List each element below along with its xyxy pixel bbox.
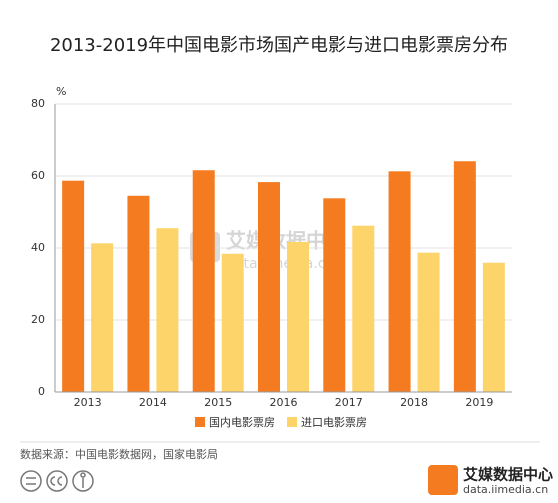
legend-label: 进口电影票房	[301, 416, 367, 429]
legend-label: 国内电影票房	[209, 415, 275, 429]
bar	[221, 253, 244, 392]
legend-swatch	[195, 417, 205, 427]
y-tick-label: 80	[31, 97, 45, 110]
logo-url: data.iimedia.cn	[463, 483, 548, 496]
x-tick-label: 2017	[335, 396, 363, 409]
logo-name: 艾媒数据中心	[463, 466, 553, 484]
legend-swatch	[287, 417, 297, 427]
bar	[388, 171, 411, 392]
x-tick-label: 2013	[74, 396, 102, 409]
bar	[127, 195, 150, 392]
bar	[417, 252, 440, 392]
bar	[91, 243, 114, 392]
bar	[323, 198, 346, 392]
y-tick-label: 40	[31, 241, 45, 254]
bar	[453, 161, 476, 392]
bar	[482, 262, 505, 392]
chart-title: 2013-2019年中国电影市场国产电影与进口电影票房分布	[50, 35, 508, 56]
bar	[192, 170, 215, 392]
x-tick-label: 2019	[465, 396, 493, 409]
y-tick-label: 0	[38, 385, 45, 398]
x-tick-label: 2018	[400, 396, 428, 409]
source-note: 数据来源：中国电影数据网，国家电影局	[20, 447, 218, 461]
y-tick-label: 20	[31, 313, 45, 326]
bar	[352, 225, 375, 392]
x-tick-label: 2016	[270, 396, 298, 409]
x-tick-label: 2014	[139, 396, 167, 409]
plot-area: 0 20 40 60 80 2013 2014 2015 2016 2017 2018 2019 国内电…	[31, 97, 512, 429]
license-icons	[20, 470, 94, 492]
y-tick-label: 60	[31, 169, 45, 182]
bar	[156, 228, 179, 392]
bar	[62, 180, 85, 392]
bar	[258, 182, 280, 392]
y-axis-unit: %	[56, 85, 66, 98]
bar	[287, 241, 309, 392]
logo-icon	[428, 465, 458, 495]
x-tick-label: 2015	[204, 396, 232, 409]
